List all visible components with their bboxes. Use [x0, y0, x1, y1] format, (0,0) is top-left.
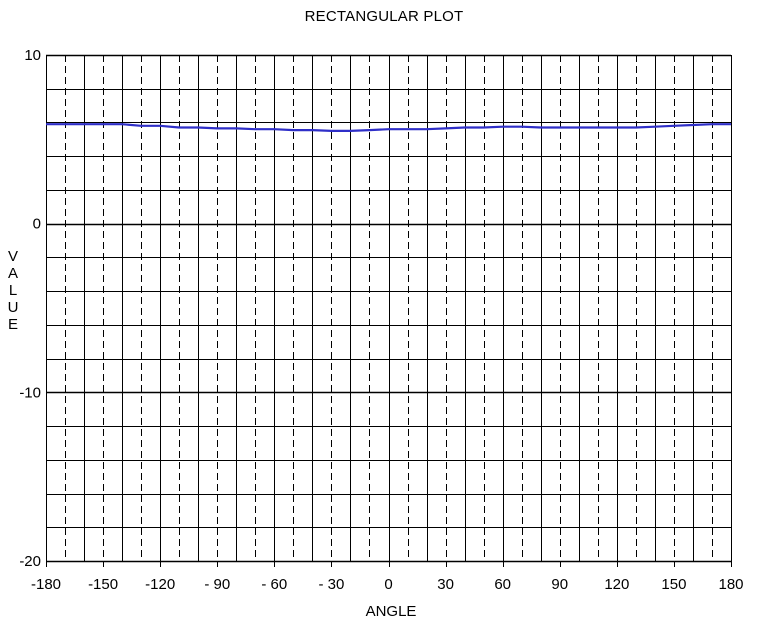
x-tick-label: 60 [494, 576, 511, 593]
series-layer [46, 123, 731, 132]
x-tick-label: - 60 [261, 576, 287, 593]
y-tick-label: -10 [19, 384, 41, 401]
x-tick-label: -150 [88, 576, 118, 593]
x-tick-label: 150 [661, 576, 686, 593]
x-tick-label: 90 [551, 576, 568, 593]
chart-title: RECTANGULAR PLOT [304, 8, 464, 25]
tick-label-layer: -180 -150 -120 - 90 - 60 - 30 0 30 60 90 120 150 180… [19, 47, 743, 593]
x-tick-label: - 30 [318, 576, 344, 593]
x-axis-label: ANGLE [365, 603, 417, 620]
x-tick-label: -120 [145, 576, 175, 593]
x-tick-label: - 90 [204, 576, 230, 593]
x-tick-label: 120 [604, 576, 629, 593]
series-line [46, 123, 731, 132]
x-tick-label: 0 [384, 576, 392, 593]
x-tick-label: 30 [437, 576, 454, 593]
y-tick-label: -20 [19, 553, 41, 570]
x-tick-label: -180 [31, 576, 61, 593]
y-axis-label: VALUE [7, 248, 19, 333]
y-tick-label: 0 [33, 216, 41, 233]
y-tick-label: 10 [24, 47, 41, 64]
grid-layer [46, 54, 732, 567]
x-tick-label: 180 [718, 576, 743, 593]
